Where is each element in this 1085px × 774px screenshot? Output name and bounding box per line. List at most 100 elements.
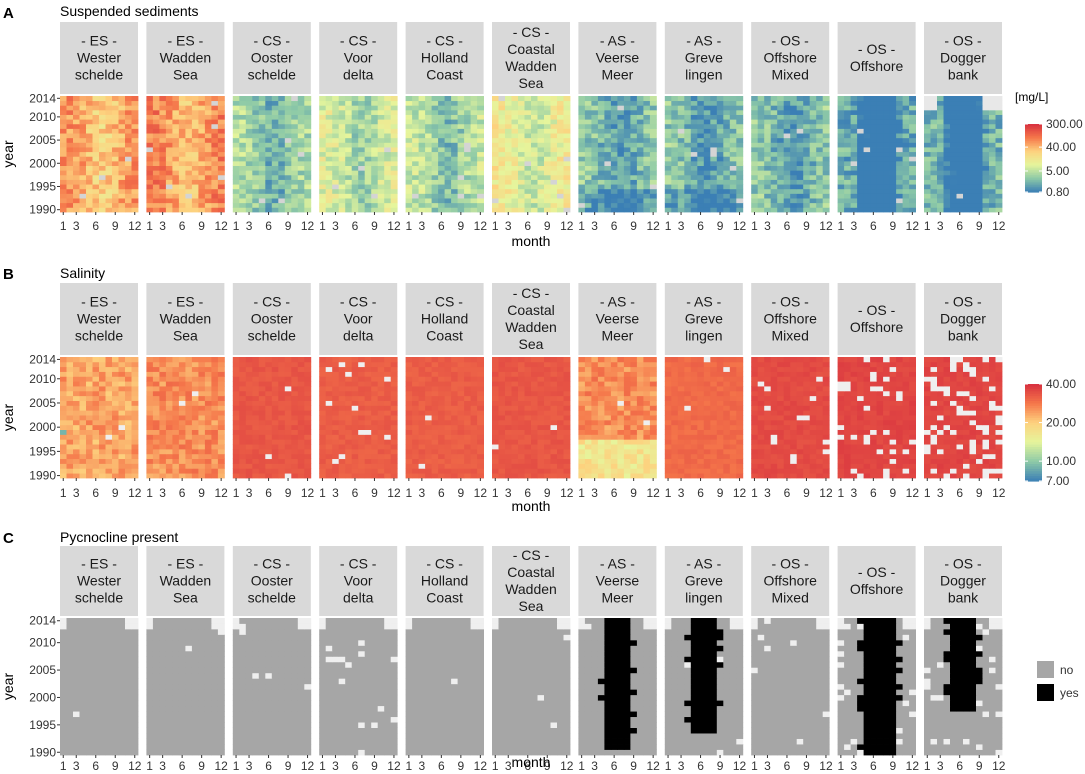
heatmap-cell — [217, 142, 225, 148]
heatmap-cell — [636, 133, 644, 139]
heatmap-cell — [319, 381, 327, 387]
heatmap-cell — [211, 444, 219, 450]
heatmap-cell — [649, 207, 657, 213]
heatmap-cell — [384, 105, 392, 111]
heatmap-cell — [764, 202, 772, 208]
heatmap-cell — [803, 133, 811, 139]
heatmap-cell — [649, 133, 657, 139]
heatmap-cell — [636, 119, 644, 125]
heatmap-cell — [265, 105, 273, 111]
heatmap-cell — [690, 160, 698, 166]
heatmap-grid — [319, 96, 398, 213]
heatmap-cell — [297, 114, 305, 120]
heatmap-cell — [477, 151, 484, 157]
facet-strip — [146, 22, 225, 94]
heatmap-cell — [723, 202, 731, 208]
heatmap-cell — [239, 361, 247, 368]
heatmap-cell — [159, 202, 167, 208]
heatmap-cell — [358, 188, 366, 194]
heatmap-cell — [265, 415, 273, 421]
heatmap-cell — [844, 123, 851, 129]
heatmap-cell — [198, 468, 206, 474]
heatmap-cell — [165, 151, 173, 157]
heatmap-cell — [211, 137, 219, 143]
heatmap-cell — [165, 123, 173, 129]
heatmap-cell — [511, 193, 519, 199]
heatmap-cell — [425, 184, 432, 190]
x-tick-label: 3 — [591, 219, 598, 233]
heatmap-cell — [66, 376, 74, 382]
heatmap-cell — [73, 179, 80, 185]
heatmap-cell — [477, 142, 484, 148]
heatmap-cell — [371, 193, 379, 199]
heatmap-cell — [245, 114, 253, 120]
heatmap-cell — [822, 151, 830, 157]
heatmap-cell — [649, 147, 657, 153]
heatmap-cell — [816, 170, 824, 176]
heatmap-cell — [178, 386, 186, 392]
heatmap-cell — [444, 473, 452, 479]
heatmap-cell — [232, 395, 240, 401]
heatmap-cell — [159, 366, 167, 372]
heatmap-cell — [790, 165, 798, 171]
heatmap-cell — [146, 376, 154, 382]
heatmap-cell — [319, 468, 327, 474]
heatmap-cell — [73, 147, 80, 153]
panel-letter: B — [3, 266, 14, 283]
heatmap-cell — [284, 390, 292, 397]
heatmap-cell — [584, 184, 592, 190]
heatmap-cell — [963, 151, 970, 157]
heatmap-cell — [371, 174, 379, 180]
heatmap-cell — [146, 468, 154, 474]
heatmap-cell — [118, 142, 126, 148]
heatmap-cell — [451, 434, 458, 440]
heatmap-cell — [809, 202, 817, 208]
heatmap-cell — [677, 142, 685, 148]
heatmap-cell — [112, 133, 119, 139]
heatmap-cell — [937, 133, 944, 139]
heatmap-cell — [909, 133, 916, 139]
heatmap-cell — [943, 147, 951, 153]
heatmap-cell — [883, 109, 890, 115]
heatmap-cell — [79, 109, 87, 115]
heatmap-cell — [131, 109, 139, 115]
heatmap-cell — [284, 357, 292, 363]
heatmap-cell — [319, 179, 327, 185]
heatmap-cell — [883, 184, 890, 190]
heatmap-cell — [636, 207, 644, 213]
heatmap-cell — [165, 376, 173, 382]
heatmap-cell — [505, 133, 512, 139]
heatmap-cell — [239, 123, 247, 129]
heatmap-cell — [112, 439, 119, 445]
heatmap-cell — [876, 133, 884, 139]
heatmap-cell — [258, 444, 266, 450]
heatmap-cell — [451, 147, 458, 153]
heatmap-cell — [384, 405, 392, 411]
heatmap-cell — [118, 170, 126, 176]
heatmap-cell — [66, 188, 74, 194]
heatmap-cell — [636, 193, 644, 199]
heatmap-cell — [291, 96, 299, 102]
heatmap-cell — [258, 434, 266, 440]
heatmap-cell — [876, 179, 884, 185]
heatmap-cell — [578, 174, 586, 180]
heatmap-cell — [118, 123, 126, 129]
heatmap-cell — [384, 448, 392, 455]
heatmap-cell — [643, 137, 651, 143]
heatmap-cell — [319, 133, 327, 139]
heatmap-cell — [377, 165, 385, 171]
heatmap-cell — [649, 100, 657, 106]
heatmap-cell — [105, 114, 113, 120]
heatmap-cell — [152, 193, 160, 199]
heatmap-cell — [531, 151, 538, 157]
heatmap-cell — [597, 174, 605, 180]
heatmap-cell — [118, 434, 126, 440]
heatmap-cell — [524, 179, 532, 185]
heatmap-cell — [377, 156, 385, 162]
heatmap-cell — [943, 207, 951, 213]
heatmap-cell — [232, 400, 240, 406]
heatmap-cell — [457, 96, 465, 102]
heatmap-cell — [822, 119, 830, 125]
heatmap-cell — [338, 357, 346, 363]
heatmap-cell — [412, 207, 419, 213]
